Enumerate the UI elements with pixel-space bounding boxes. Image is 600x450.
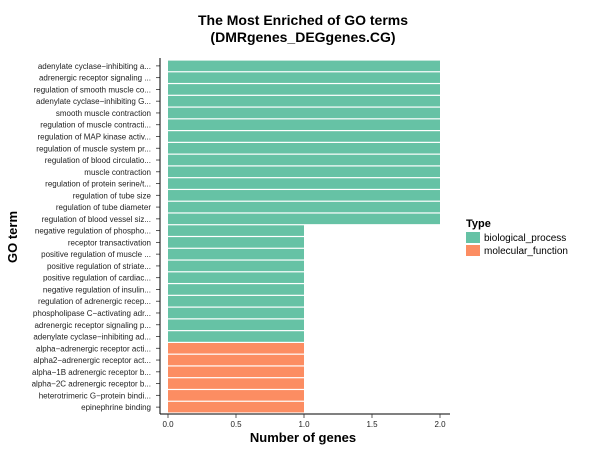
y-tick-label: positive regulation of muscle ... [41,250,151,259]
y-tick-label: muscle contraction [84,168,151,177]
legend-label-molecular-function: molecular_function [484,246,568,257]
y-tick-label: smooth muscle contraction [56,109,151,118]
bar [168,354,304,366]
y-tick-label: adenylate cyclase−inhibiting G... [36,97,151,106]
x-tick-label: 0.5 [230,420,242,429]
bar [168,190,440,201]
bar [168,213,440,225]
bar [168,307,304,319]
bar [168,248,304,260]
y-tick-label: regulation of blood vessel siz... [42,215,151,224]
legend: Type biological_process molecular_functi… [466,218,568,257]
legend-swatch-molecular-function [466,245,480,256]
bar [168,72,440,83]
bar [168,390,304,401]
y-axis-label: GO term [5,211,20,263]
bar [168,319,304,331]
y-tick-label: regulation of blood circulatio... [45,156,151,165]
y-tick-label: regulation of adrenergic recep... [38,297,151,306]
bar [168,154,440,166]
y-tick-label: alpha−2C adrenergic receptor b... [32,380,151,389]
y-tick-label: phospholipase C−activating adr... [33,309,151,318]
bar [168,260,304,272]
y-tick-label: heterotrimeric G−protein bindi... [39,391,151,400]
x-tick-label: 1.0 [298,420,310,429]
y-tick-label: regulation of smooth muscle co... [34,85,151,94]
y-tick-label: epinephrine binding [81,403,151,412]
y-tick-label: adrenergic receptor signaling ... [39,74,151,83]
bar [168,225,304,236]
x-axis-label: Number of genes [250,430,356,445]
y-tick-label: regulation of MAP kinase activ... [37,132,151,141]
chart-subtitle: (DMRgenes_DEGgenes.CG) [210,29,395,45]
y-tick-label: receptor transactivation [68,238,151,247]
bar [168,107,440,119]
y-tick-label: regulation of tube size [73,191,152,200]
bar [168,366,304,378]
bar [168,95,440,107]
y-tick-label: positive regulation of striate... [47,262,151,271]
chart-title: The Most Enriched of GO terms [198,12,408,28]
x-tick-labels: 0.0 0.5 1.0 1.5 2.0 [162,414,446,429]
bar [168,295,304,307]
bar [168,84,440,95]
y-tick-label: adrenergic receptor signaling p... [34,321,151,330]
bar [168,378,304,389]
legend-swatch-biological-process [466,232,480,243]
bar [168,131,440,142]
x-tick-label: 0.0 [162,420,174,429]
bar [168,201,440,213]
y-tick-label: regulation of muscle system pr... [36,144,151,153]
y-tick-label: regulation of tube diameter [56,203,152,212]
y-tick-label: alpha2−adrenergic receptor act... [33,356,151,365]
y-tick-labels: adenylate cyclase−inhibiting a... adrener… [32,62,160,412]
y-tick-label: regulation of protein serine/t... [45,180,151,189]
bar [168,401,304,413]
y-tick-label: positive regulation of cardiac... [43,274,151,283]
x-tick-label: 2.0 [434,420,446,429]
bar [168,119,440,130]
bar [168,142,440,154]
bar [168,60,440,72]
y-tick-label: adenylate cyclase−inhibiting a... [38,62,151,71]
y-tick-label: negative regulation of phospho... [35,227,151,236]
bar [168,178,440,189]
y-tick-label: alpha−1B adrenergic receptor b... [32,368,151,377]
bars-layer [168,60,440,413]
y-tick-label: negative regulation of insulin... [43,285,151,294]
y-tick-label: adenylate cyclase−inhibiting ad... [33,333,151,342]
legend-label-biological-process: biological_process [484,233,566,244]
x-tick-label: 1.5 [366,420,378,429]
bar [168,272,304,283]
bar [168,331,304,342]
bar [168,284,304,295]
y-tick-label: alpha−adrenergic receptor acti... [36,344,151,353]
y-tick-label: regulation of muscle contracti... [40,121,151,130]
bar [168,237,304,248]
bar [168,343,304,354]
legend-title: Type [466,218,491,230]
bar [168,166,440,178]
